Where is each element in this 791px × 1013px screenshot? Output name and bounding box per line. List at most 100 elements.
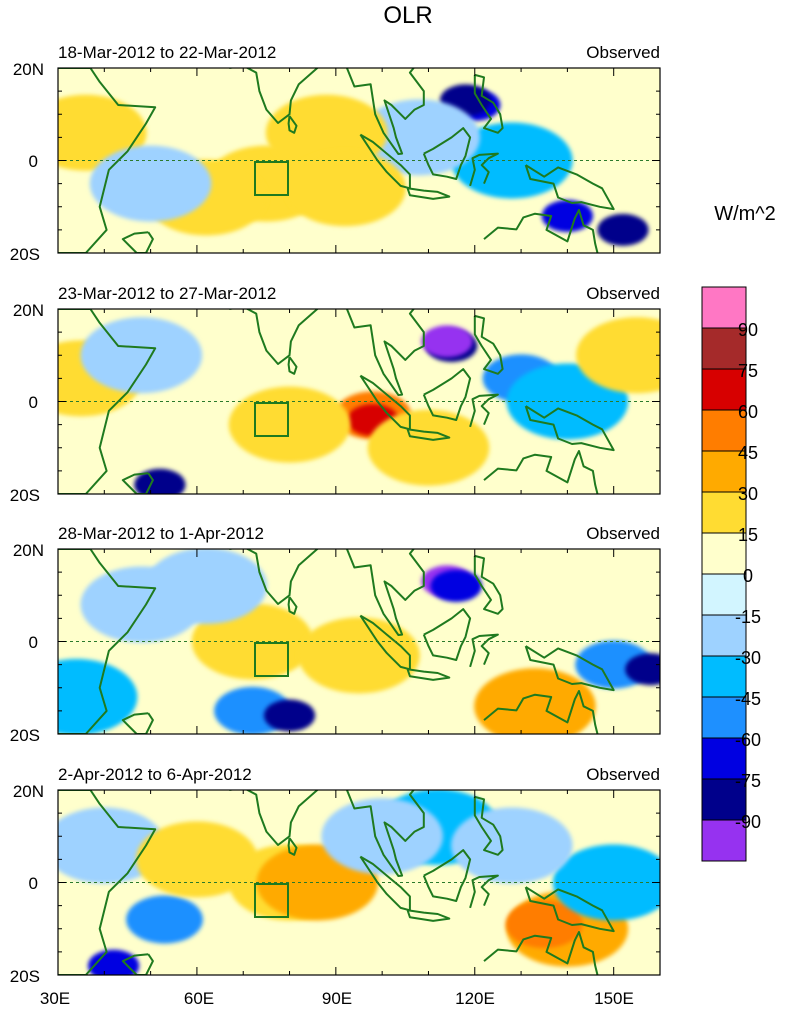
coastline xyxy=(345,549,425,636)
colorbar-label-30: 30 xyxy=(738,484,758,504)
coastline xyxy=(422,849,472,902)
coastline xyxy=(473,73,504,134)
olr-anomaly-blob xyxy=(80,317,203,394)
colorbar-label-60: 60 xyxy=(738,402,758,422)
olr-anomaly-blob xyxy=(134,468,186,494)
panel-3-olr-field xyxy=(58,549,660,734)
olr-anomaly-blob xyxy=(597,213,649,246)
coastline xyxy=(422,368,472,421)
olr-anomaly-blob xyxy=(505,900,583,949)
coastline xyxy=(359,614,411,671)
panel-4-olr-field xyxy=(58,790,660,975)
olr-anomaly-blob xyxy=(228,386,351,463)
coastline xyxy=(287,837,298,856)
panel-3-date-range: 28-Mar-2012 to 1-Apr-2012 xyxy=(58,524,264,543)
olr-anomaly-blob xyxy=(136,821,258,898)
colorbar-unit-label: W/m^2 xyxy=(714,203,776,225)
colorbar-label-minus-15: -15 xyxy=(735,607,761,627)
olr-anomaly-blob xyxy=(321,798,443,875)
lon-label-30e: 30E xyxy=(40,989,70,1008)
coastline xyxy=(359,133,411,190)
olr-anomaly-blob xyxy=(474,668,596,734)
coastline xyxy=(406,909,451,922)
coastline xyxy=(483,209,599,253)
coastline xyxy=(483,931,599,975)
coastline xyxy=(121,953,154,975)
olr-anomaly-blob xyxy=(145,549,267,624)
coastline xyxy=(524,164,615,211)
colorbar-label-45: 45 xyxy=(738,443,758,463)
panel-2-coastlines xyxy=(58,309,615,494)
coastline xyxy=(473,795,504,856)
coastline xyxy=(469,152,499,187)
olr-anomaly-blob xyxy=(126,895,203,944)
coastline xyxy=(422,608,472,661)
coastline xyxy=(473,554,504,615)
lon-label-150e: 150E xyxy=(594,989,634,1008)
coastline xyxy=(469,393,499,428)
map-panel-4: 2-Apr-2012 to 6-Apr-2012 Observed 20N 0 … xyxy=(10,765,661,986)
colorbar-label-minus-30: -30 xyxy=(735,648,761,668)
colorbar-swatch xyxy=(701,737,747,780)
figure-title: OLR xyxy=(383,2,432,29)
panel-2-region-box xyxy=(254,402,289,437)
map-panel-2: 23-Mar-2012 to 27-Mar-2012 Observed 20N … xyxy=(10,284,661,505)
panel-3-lat-label-20s: 20S xyxy=(10,726,40,745)
colorbar-swatch xyxy=(701,327,747,370)
coastline xyxy=(58,309,157,494)
coastline xyxy=(229,68,319,124)
panel-2-lat-label-20n: 20N xyxy=(13,301,44,320)
colorbar-swatches xyxy=(701,286,747,862)
colorbar-label-0: 0 xyxy=(743,566,753,586)
coastline xyxy=(469,874,499,909)
colorbar-label-minus-75: -75 xyxy=(735,771,761,791)
panel-3-ticks xyxy=(57,548,661,735)
panel-4-lat-label-0: 0 xyxy=(29,874,38,893)
coastline xyxy=(473,314,504,375)
panel-3-observed-label: Observed xyxy=(586,524,660,543)
colorbar-swatch xyxy=(701,491,747,534)
colorbar-level-labels: 90 75 60 45 30 15 0 -15 -30 -45 -60 -75 … xyxy=(735,320,761,832)
colorbar: W/m^2 90 75 60 45 30 15 0 -15 -30 -45 -6… xyxy=(701,203,776,862)
coastline xyxy=(345,68,425,155)
coastline xyxy=(229,309,319,365)
panel-3-coastlines xyxy=(58,549,615,734)
olr-anomaly-blob xyxy=(541,200,593,232)
olr-anomaly-blob xyxy=(430,570,482,602)
lon-label-60e: 60E xyxy=(184,989,214,1008)
panel-3-region-box xyxy=(254,642,289,677)
coastline xyxy=(422,127,472,180)
olr-anomaly-blob xyxy=(284,150,406,227)
panel-3-lat-label-20n: 20N xyxy=(13,541,44,560)
coastline xyxy=(406,428,451,441)
coastline xyxy=(229,549,319,605)
coastline xyxy=(287,115,298,134)
colorbar-swatch xyxy=(701,819,747,862)
colorbar-label-minus-90: -90 xyxy=(735,812,761,832)
panel-2-lat-label-0: 0 xyxy=(29,393,38,412)
panel-2-observed-label: Observed xyxy=(586,284,660,303)
olr-anomaly-blob xyxy=(263,699,316,732)
olr-anomaly-blob xyxy=(367,409,490,486)
colorbar-swatch xyxy=(701,368,747,411)
lon-label-90e: 90E xyxy=(322,989,352,1008)
colorbar-swatch xyxy=(701,532,747,575)
map-panel-3: 28-Mar-2012 to 1-Apr-2012 Observed 20N 0… xyxy=(10,524,661,745)
panel-2-ticks xyxy=(57,308,661,495)
panel-1-ticks xyxy=(57,67,661,254)
coastline xyxy=(359,374,411,431)
longitude-axis-labels: 30E 60E 90E 120E 150E xyxy=(40,989,634,1008)
colorbar-label-minus-45: -45 xyxy=(735,689,761,709)
coastline xyxy=(524,886,615,933)
colorbar-swatch xyxy=(701,614,747,657)
map-panel-1: 18-Mar-2012 to 22-Mar-2012 Observed 20N … xyxy=(10,43,661,264)
colorbar-label-90: 90 xyxy=(738,320,758,340)
coastline xyxy=(483,450,599,494)
panel-2-olr-field xyxy=(58,317,660,494)
coastline xyxy=(406,187,451,200)
coastline xyxy=(287,356,298,375)
coastline xyxy=(229,790,319,846)
panel-4-lat-label-20s: 20S xyxy=(10,967,40,986)
coastline xyxy=(121,472,154,494)
